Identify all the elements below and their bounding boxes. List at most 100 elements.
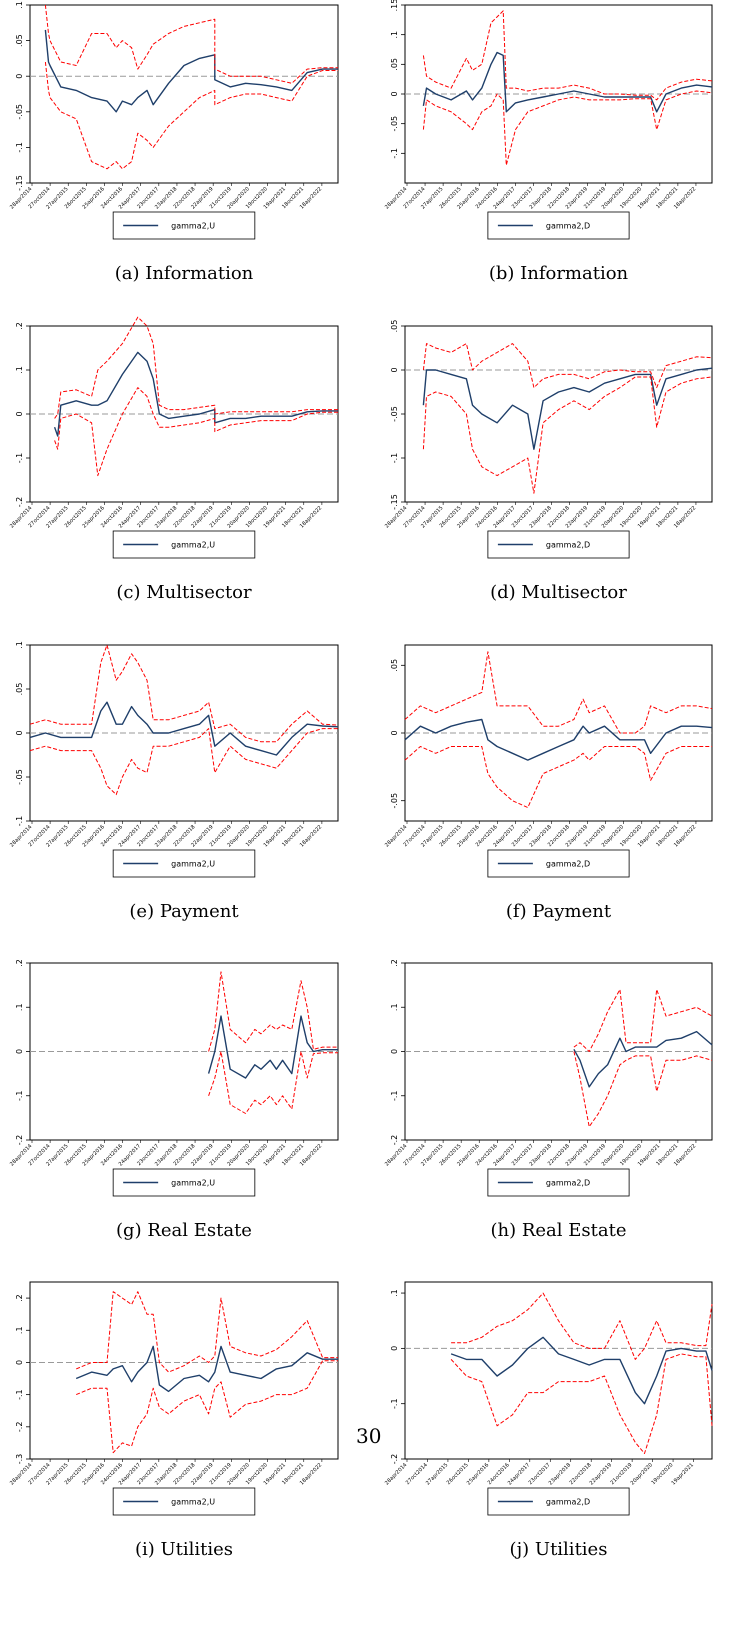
confidence-band-upper	[404, 651, 713, 734]
y-tick-label: .2	[390, 959, 399, 967]
confidence-band-upper	[29, 644, 339, 743]
panel-caption: (i) Utilities	[135, 1539, 233, 1560]
y-tick-label: -.1	[15, 453, 24, 464]
y-tick-label: .05	[390, 320, 399, 333]
confidence-band-lower	[573, 1051, 713, 1128]
confidence-band-lower	[422, 376, 713, 494]
y-tick-label: .1	[15, 1, 24, 9]
confidence-band-lower	[422, 90, 713, 166]
legend-label: gamma2,D	[546, 860, 590, 869]
legend-label: gamma2,U	[171, 222, 215, 231]
legend: gamma2,U	[112, 1168, 256, 1197]
confidence-band-upper	[573, 989, 713, 1052]
y-tick-label: -.1	[390, 453, 399, 464]
confidence-band-upper	[422, 343, 713, 389]
chart-panel-0: -.15-.1-.050.05.128apr201427oct201427apr…	[9, 1, 339, 284]
x-tick-label: 19apr2021	[671, 1462, 695, 1486]
y-tick-label: .2	[15, 959, 24, 967]
legend: gamma2,U	[112, 849, 256, 878]
y-tick-label: .1	[15, 366, 24, 374]
estimate-series	[573, 1030, 713, 1088]
panel-caption: (f) Payment	[506, 901, 612, 922]
legend: gamma2,D	[487, 1487, 630, 1516]
y-tick-label: .2	[15, 322, 24, 330]
panel-caption: (e) Payment	[129, 901, 239, 922]
legend-label: gamma2,D	[546, 1179, 590, 1188]
y-tick-label: -.1	[15, 1389, 24, 1400]
confidence-band-upper	[44, 4, 338, 84]
legend: gamma2,U	[112, 530, 256, 559]
estimate-series	[53, 351, 338, 437]
chart-panel-2: -.2-.10.1.228apr201427oct201427apr201526…	[9, 316, 339, 603]
y-tick-label: .05	[390, 659, 399, 672]
chart-panel-6: -.2-.10.1.228apr201427oct201427apr201526…	[9, 959, 339, 1241]
chart-panel-1: -.1-.050.05.1.1528apr201427oct201427apr2…	[384, 0, 713, 284]
confidence-band-upper	[54, 316, 338, 419]
legend-box	[112, 1487, 256, 1516]
chart-panel-9: -.2-.10.128apr201427oct201427apr201526oc…	[384, 1281, 713, 1560]
legend-label: gamma2,D	[546, 1498, 590, 1507]
panel-caption: (b) Information	[489, 263, 629, 284]
y-tick-label: -.15	[15, 175, 24, 191]
confidence-band-lower	[29, 728, 338, 796]
y-tick-label: .2	[15, 1294, 24, 1302]
chart-panel-8: -.3-.2-.10.1.228apr201427oct201427apr201…	[9, 1281, 339, 1560]
y-tick-label: .05	[15, 34, 24, 47]
y-tick-label: .1	[390, 1289, 399, 1297]
panel-caption: (j) Utilities	[510, 1539, 608, 1560]
panel-caption: (c) Multisector	[116, 582, 252, 603]
confidence-band-upper	[422, 10, 713, 101]
y-tick-label: -.05	[390, 793, 399, 809]
legend-label: gamma2,U	[171, 1498, 215, 1507]
y-tick-label: .1	[15, 1003, 24, 1011]
chart-panel-7: -.2-.10.1.228apr201427oct201427apr201526…	[384, 959, 713, 1241]
confidence-band-upper	[208, 971, 338, 1052]
y-tick-label: -.05	[390, 116, 399, 132]
y-tick-label: 0	[390, 1346, 399, 1351]
confidence-band-lower	[208, 1051, 338, 1114]
y-tick-label: -.2	[390, 1454, 399, 1465]
y-tick-label: .1	[390, 31, 399, 39]
plot-frame	[404, 1281, 713, 1460]
panel-caption: (d) Multisector	[490, 582, 627, 603]
y-tick-label: 0	[15, 1049, 24, 1054]
y-tick-label: -.2	[15, 497, 24, 508]
page-number: 30	[356, 1424, 382, 1448]
y-tick-label: -.3	[15, 1454, 24, 1465]
confidence-band-lower	[450, 1353, 713, 1454]
chart-panel-4: -.1-.050.05.128apr201427oct201427apr2015…	[9, 641, 339, 922]
y-tick-label: -.2	[15, 1135, 24, 1146]
chart-panel-3: -.15-.1-.050.0528apr201427oct201427apr20…	[384, 320, 713, 603]
y-tick-label: -.15	[390, 494, 399, 510]
panel-caption: (a) Information	[115, 263, 254, 284]
confidence-band-lower	[404, 746, 712, 808]
y-tick-label: -.2	[15, 1422, 24, 1433]
estimate-series	[44, 29, 338, 113]
legend: gamma2,D	[487, 211, 630, 240]
y-tick-label: 0	[390, 91, 399, 96]
estimate-series	[29, 701, 339, 756]
y-tick-label: .1	[15, 1326, 24, 1334]
y-tick-label: .05	[390, 58, 399, 71]
y-tick-label: 0	[15, 411, 24, 416]
y-tick-label: -.1	[15, 142, 24, 153]
chart-panel-5: -.050.0528apr201427oct201427apr201526oct…	[384, 644, 713, 922]
y-tick-label: 0	[390, 367, 399, 372]
y-tick-label: -.05	[15, 104, 24, 120]
estimate-series	[404, 718, 713, 761]
y-tick-label: 0	[390, 730, 399, 735]
y-tick-label: -.05	[390, 406, 399, 422]
confidence-band-lower	[54, 387, 338, 477]
plot-frame	[29, 1281, 339, 1460]
y-tick-label: -.1	[15, 816, 24, 827]
legend: gamma2,D	[487, 849, 630, 878]
panel-caption: (h) Real Estate	[490, 1220, 626, 1241]
y-tick-label: -.1	[390, 1090, 399, 1101]
y-tick-label: 0	[15, 730, 24, 735]
confidence-band-upper	[76, 1291, 338, 1373]
y-tick-label: 0	[390, 1049, 399, 1054]
y-tick-label: 0	[15, 74, 24, 79]
y-tick-label: -.1	[390, 1398, 399, 1409]
estimate-series	[75, 1345, 338, 1393]
